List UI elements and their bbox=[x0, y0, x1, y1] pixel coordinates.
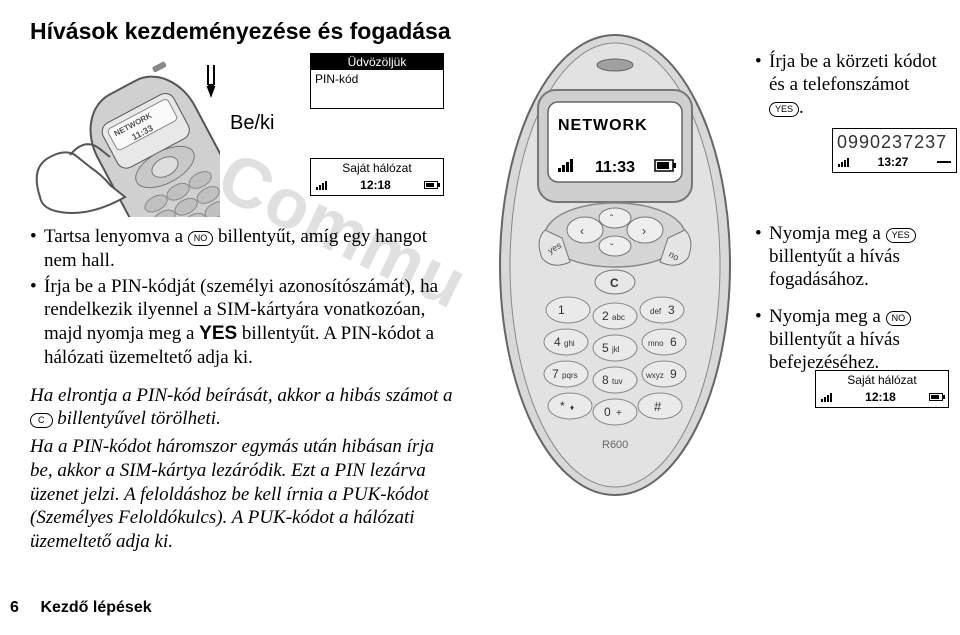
screen-network-text: NETWORK bbox=[558, 117, 648, 134]
svg-text:abc: abc bbox=[612, 313, 625, 322]
no-key-icon: NO bbox=[886, 311, 912, 326]
no-key-icon: NO bbox=[188, 231, 214, 246]
note-clear-key: Ha elrontja a PIN-kód beírását, akkor a … bbox=[30, 384, 460, 432]
home-network-display-2: Saját hálózat 12:18 bbox=[815, 370, 949, 408]
svg-text:1: 1 bbox=[558, 303, 565, 317]
pin-header: Üdvözöljük bbox=[311, 54, 443, 70]
pin-entry-display: Üdvözöljük PIN-kód bbox=[310, 53, 444, 109]
instruction-hangup: Nyomja meg a NO billentyűt a hívás befej… bbox=[755, 305, 940, 375]
page-title: Hívások kezdeményezése és fogadása bbox=[30, 18, 930, 45]
svg-text:mno: mno bbox=[648, 339, 664, 348]
page-number: 6 bbox=[10, 599, 36, 617]
svg-text:+: + bbox=[616, 408, 622, 419]
power-label: Be/ki bbox=[230, 112, 274, 135]
svg-text:wxyz: wxyz bbox=[645, 371, 664, 380]
yes-key-icon: YES bbox=[886, 228, 916, 243]
svg-text:#: # bbox=[654, 399, 662, 414]
svg-text:6: 6 bbox=[670, 335, 677, 349]
svg-text:5: 5 bbox=[602, 341, 609, 355]
svg-text:jkl: jkl bbox=[611, 345, 620, 354]
svg-text:4: 4 bbox=[554, 335, 561, 349]
svg-text:♦: ♦ bbox=[570, 403, 574, 412]
signal-icon bbox=[316, 180, 327, 190]
battery-icon bbox=[929, 393, 943, 401]
svg-text:tuv: tuv bbox=[612, 377, 623, 386]
yes-key-icon: YES bbox=[769, 102, 799, 117]
network-label-2: Saját hálózat bbox=[816, 371, 948, 388]
battery-icon bbox=[424, 181, 438, 189]
instruction-answer: Nyomja meg a YES billentyűt a hívás foga… bbox=[755, 222, 940, 292]
left-instructions: Tartsa lenyomva a NO billentyűt, amíg eg… bbox=[30, 225, 460, 554]
signal-icon bbox=[821, 392, 832, 402]
right-instructions: Írja be a körzeti kódot és a telefonszám… bbox=[755, 50, 940, 389]
svg-text:8: 8 bbox=[602, 373, 609, 387]
svg-text:2: 2 bbox=[602, 309, 609, 323]
svg-text:11:33: 11:33 bbox=[595, 159, 635, 176]
time-2: 12:18 bbox=[865, 390, 896, 404]
svg-text:‹: ‹ bbox=[580, 224, 584, 238]
phone-in-hand-illustration: NETWORK 11:33 Be/ki bbox=[30, 57, 200, 187]
svg-text:R600: R600 bbox=[602, 439, 628, 451]
svg-text:def: def bbox=[650, 307, 662, 316]
instruction-dial: Írja be a körzeti kódot és a telefonszám… bbox=[755, 50, 940, 120]
note-puk: Ha a PIN-kódot háromszor egymás után hib… bbox=[30, 435, 460, 554]
svg-text:3: 3 bbox=[668, 303, 675, 317]
svg-text:›: › bbox=[642, 224, 646, 238]
svg-text:C: C bbox=[610, 276, 619, 290]
c-key-icon: C bbox=[30, 413, 53, 428]
instruction-enter-pin: Írja be a PIN-kódját (személyi azonosító… bbox=[30, 275, 460, 370]
svg-text:ghi: ghi bbox=[564, 339, 575, 348]
svg-text:7: 7 bbox=[552, 367, 559, 381]
instruction-power-on: Tartsa lenyomva a NO billentyűt, amíg eg… bbox=[30, 225, 460, 273]
svg-text:0: 0 bbox=[604, 405, 611, 419]
chapter-title: Kezdő lépések bbox=[40, 599, 151, 616]
home-network-display-1: Saját hálózat 12:18 bbox=[310, 158, 444, 196]
svg-text:9: 9 bbox=[670, 367, 677, 381]
pin-body: PIN-kód bbox=[311, 70, 443, 108]
network-label-1: Saját hálózat bbox=[311, 159, 443, 176]
svg-text:*: * bbox=[560, 399, 565, 413]
time-1: 12:18 bbox=[360, 178, 391, 192]
phone-large-illustration: NETWORK 11:33 yes no ‹ bbox=[490, 30, 740, 510]
svg-text:pqrs: pqrs bbox=[562, 371, 578, 380]
page-footer: 6 Kezdő lépések bbox=[10, 599, 152, 617]
